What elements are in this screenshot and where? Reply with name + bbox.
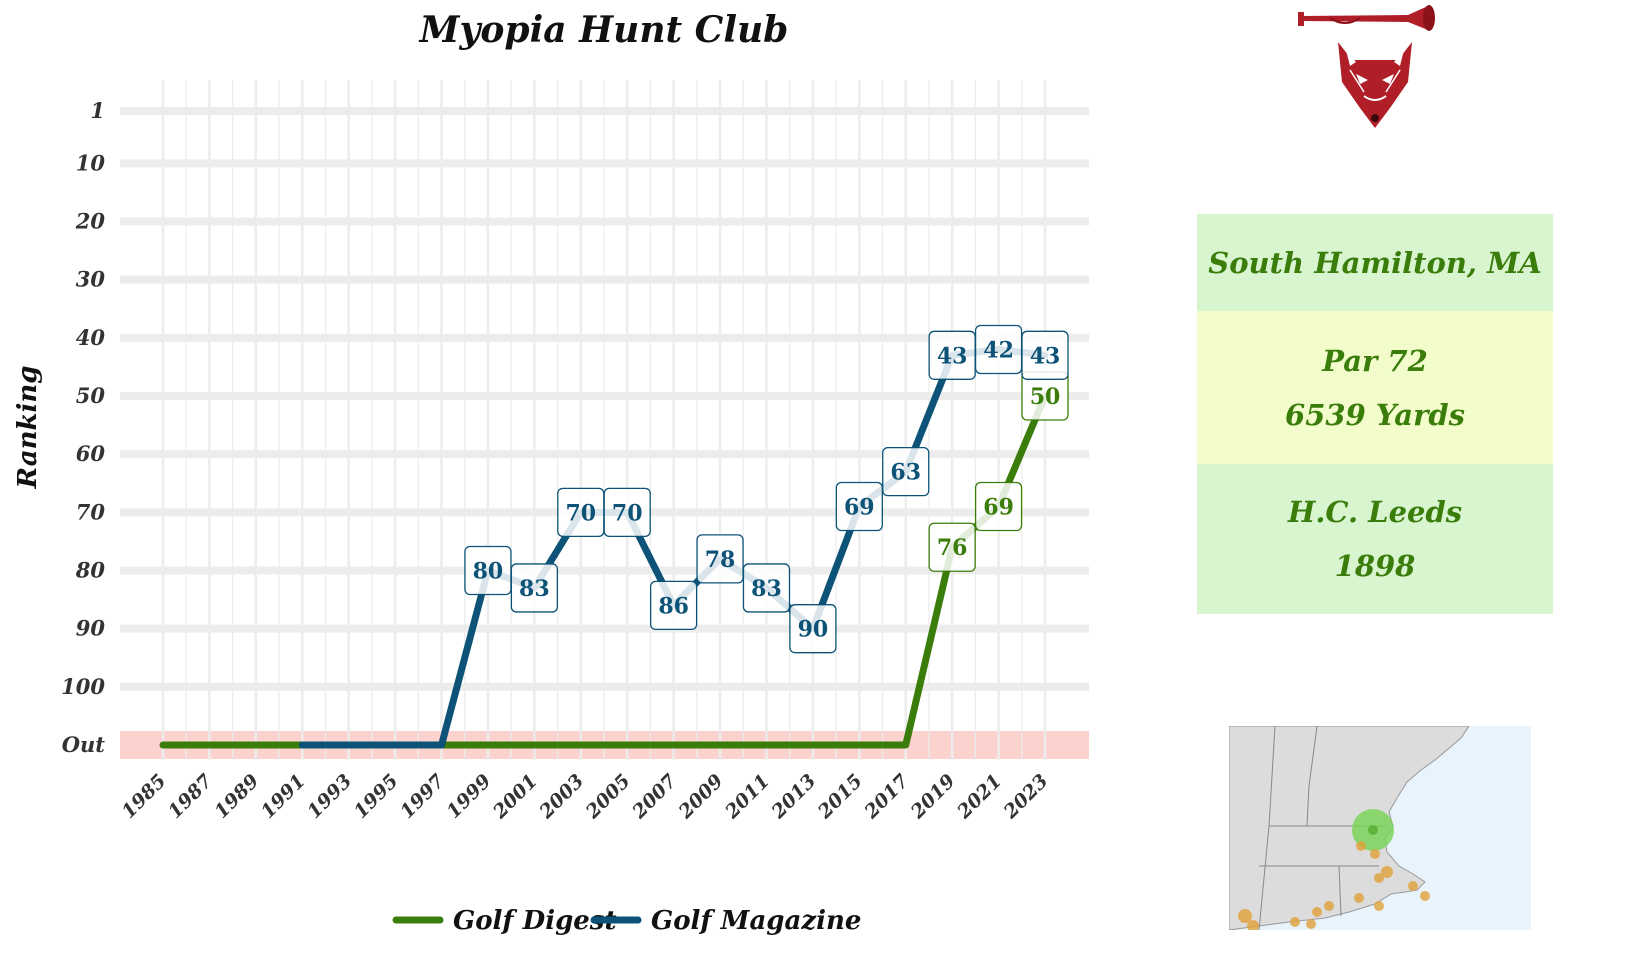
land-area xyxy=(1229,726,1470,930)
data-label: 80 xyxy=(473,559,504,585)
data-label-box xyxy=(510,563,559,613)
y-tick-label: 70 xyxy=(76,499,106,524)
x-tick-label: 2007 xyxy=(628,770,682,824)
ranking-chart: Myopia Hunt Club Ranking 1 10 20 30 40 50 60 70… xyxy=(13,9,1089,936)
x-tick-label: 2021 xyxy=(952,770,1006,824)
x-tick-label: 2023 xyxy=(999,770,1053,824)
x-tick-label: 2009 xyxy=(674,770,728,824)
x-tick-label: 1991 xyxy=(257,770,310,823)
x-tick-label: 2015 xyxy=(813,770,867,824)
data-label-box xyxy=(835,481,883,532)
course-yards: 6539 Yards xyxy=(1285,397,1465,432)
hunting-horn-icon xyxy=(1298,5,1435,31)
course-par: Par 72 xyxy=(1322,343,1428,378)
data-label: 90 xyxy=(798,617,829,643)
data-label-box xyxy=(928,522,976,572)
data-label-box xyxy=(789,604,837,654)
data-label: 69 xyxy=(844,495,875,521)
designer-block: H.C. Leeds 1898 xyxy=(1197,464,1553,614)
new-england-map xyxy=(1229,726,1531,930)
course-location: South Hamilton, MA xyxy=(1208,245,1542,280)
course-dot xyxy=(1368,825,1378,835)
x-tick-label: 2005 xyxy=(581,770,635,824)
y-axis-label: Ranking xyxy=(13,366,43,490)
data-label-box xyxy=(882,446,930,497)
data-label: 76 xyxy=(937,535,968,561)
data-label: 69 xyxy=(983,495,1014,521)
x-tick-label: 2001 xyxy=(488,770,542,824)
plot-area: 1102030405060708090100Out198519871989199… xyxy=(61,80,1089,824)
x-tick-label: 2013 xyxy=(767,770,821,824)
data-label-box xyxy=(603,487,651,537)
legend-label-golf-magazine: Golf Magazine xyxy=(651,906,861,936)
y-tick-label: Out xyxy=(62,732,106,757)
state-borders xyxy=(1258,726,1389,930)
data-label: 43 xyxy=(937,343,968,369)
data-label: 86 xyxy=(658,593,689,619)
course-year: 1898 xyxy=(1334,549,1416,583)
x-tick-label: 1989 xyxy=(210,770,263,823)
data-label: 70 xyxy=(565,500,596,526)
data-label: 78 xyxy=(705,547,736,573)
fox-head-icon xyxy=(1338,42,1412,128)
other-courses-markers xyxy=(1238,841,1430,930)
x-tick-label: 2017 xyxy=(860,770,914,824)
par-yardage-block: Par 72 6539 Yards xyxy=(1197,311,1553,464)
legend: Golf Digest Golf Magazine xyxy=(392,906,861,936)
course-designer: H.C. Leeds xyxy=(1287,495,1463,529)
data-label-box xyxy=(696,534,744,584)
x-tick-label: 1985 xyxy=(118,770,171,823)
y-tick-label: 80 xyxy=(75,558,106,583)
y-tick-label: 100 xyxy=(61,674,105,699)
x-tick-label: 1987 xyxy=(164,770,217,823)
legend-label-golf-digest: Golf Digest xyxy=(453,906,616,936)
y-tick-label: 1 xyxy=(90,98,105,123)
x-tick-label: 2003 xyxy=(535,770,589,824)
data-label: 83 xyxy=(519,576,550,602)
x-tick-label: 1995 xyxy=(350,770,403,823)
y-tick-label: 30 xyxy=(76,267,106,292)
x-tick-label: 1997 xyxy=(396,770,449,823)
data-label: 70 xyxy=(612,500,643,526)
x-tick-label: 2011 xyxy=(720,770,774,824)
club-emblem xyxy=(1290,0,1460,132)
y-tick-label: 20 xyxy=(75,209,106,234)
data-label: 43 xyxy=(1030,343,1061,369)
y-tick-label: 60 xyxy=(76,441,106,466)
y-tick-label: 50 xyxy=(76,383,106,408)
data-label-box xyxy=(649,580,698,631)
y-tick-label: 40 xyxy=(76,325,106,350)
data-label-box xyxy=(742,563,791,613)
data-label: 63 xyxy=(890,460,921,486)
course-info-card: South Hamilton, MA Par 72 6539 Yards H.C… xyxy=(1197,214,1553,614)
x-tick-label: 1999 xyxy=(443,770,496,823)
chart-title: Myopia Hunt Club xyxy=(418,9,789,51)
data-label: 50 xyxy=(1030,384,1061,410)
data-label: 83 xyxy=(751,576,782,602)
y-tick-label: 90 xyxy=(76,616,106,641)
y-tick-label: 10 xyxy=(76,150,106,175)
x-tick-label: 1993 xyxy=(303,770,356,823)
data-label-box xyxy=(1021,330,1069,380)
x-tick-label: 2019 xyxy=(906,770,960,824)
data-label-box xyxy=(974,481,1023,532)
location-block: South Hamilton, MA xyxy=(1197,214,1553,311)
data-label: 42 xyxy=(983,337,1014,363)
